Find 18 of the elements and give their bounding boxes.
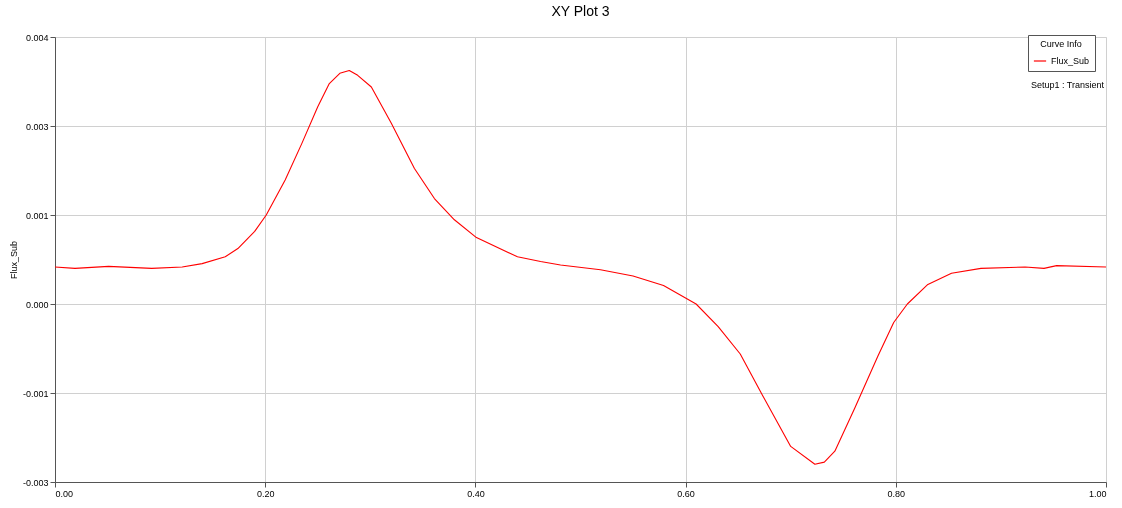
y-tick-label: 0.004 bbox=[25, 32, 49, 43]
x-tick-label: 0.60 bbox=[677, 488, 695, 499]
x-tick-label: 0.00 bbox=[55, 488, 74, 499]
y-tick-label: -0.003 bbox=[22, 477, 49, 488]
y-tick-label: 0.001 bbox=[25, 210, 49, 221]
x-tick-label: 0.20 bbox=[256, 488, 275, 499]
legend-title: Curve Info bbox=[1040, 39, 1082, 49]
x-tick-label: 0.80 bbox=[887, 488, 906, 499]
line-series bbox=[54, 70, 1107, 465]
y-tick-label: 0.003 bbox=[25, 121, 49, 132]
y-tick-label: -0.001 bbox=[22, 388, 49, 399]
y-axis-title: Flux_Sub bbox=[8, 240, 19, 280]
chart-title: XY Plot 3 bbox=[551, 3, 610, 19]
annotation: Setup1 : Transient bbox=[1030, 80, 1105, 90]
x-tick-label: 0.40 bbox=[467, 488, 485, 499]
legend-label: Flux_Sub bbox=[1051, 56, 1090, 66]
y-tick-label: 0.000 bbox=[25, 299, 49, 310]
x-tick-label: 1.00 bbox=[1088, 488, 1107, 499]
